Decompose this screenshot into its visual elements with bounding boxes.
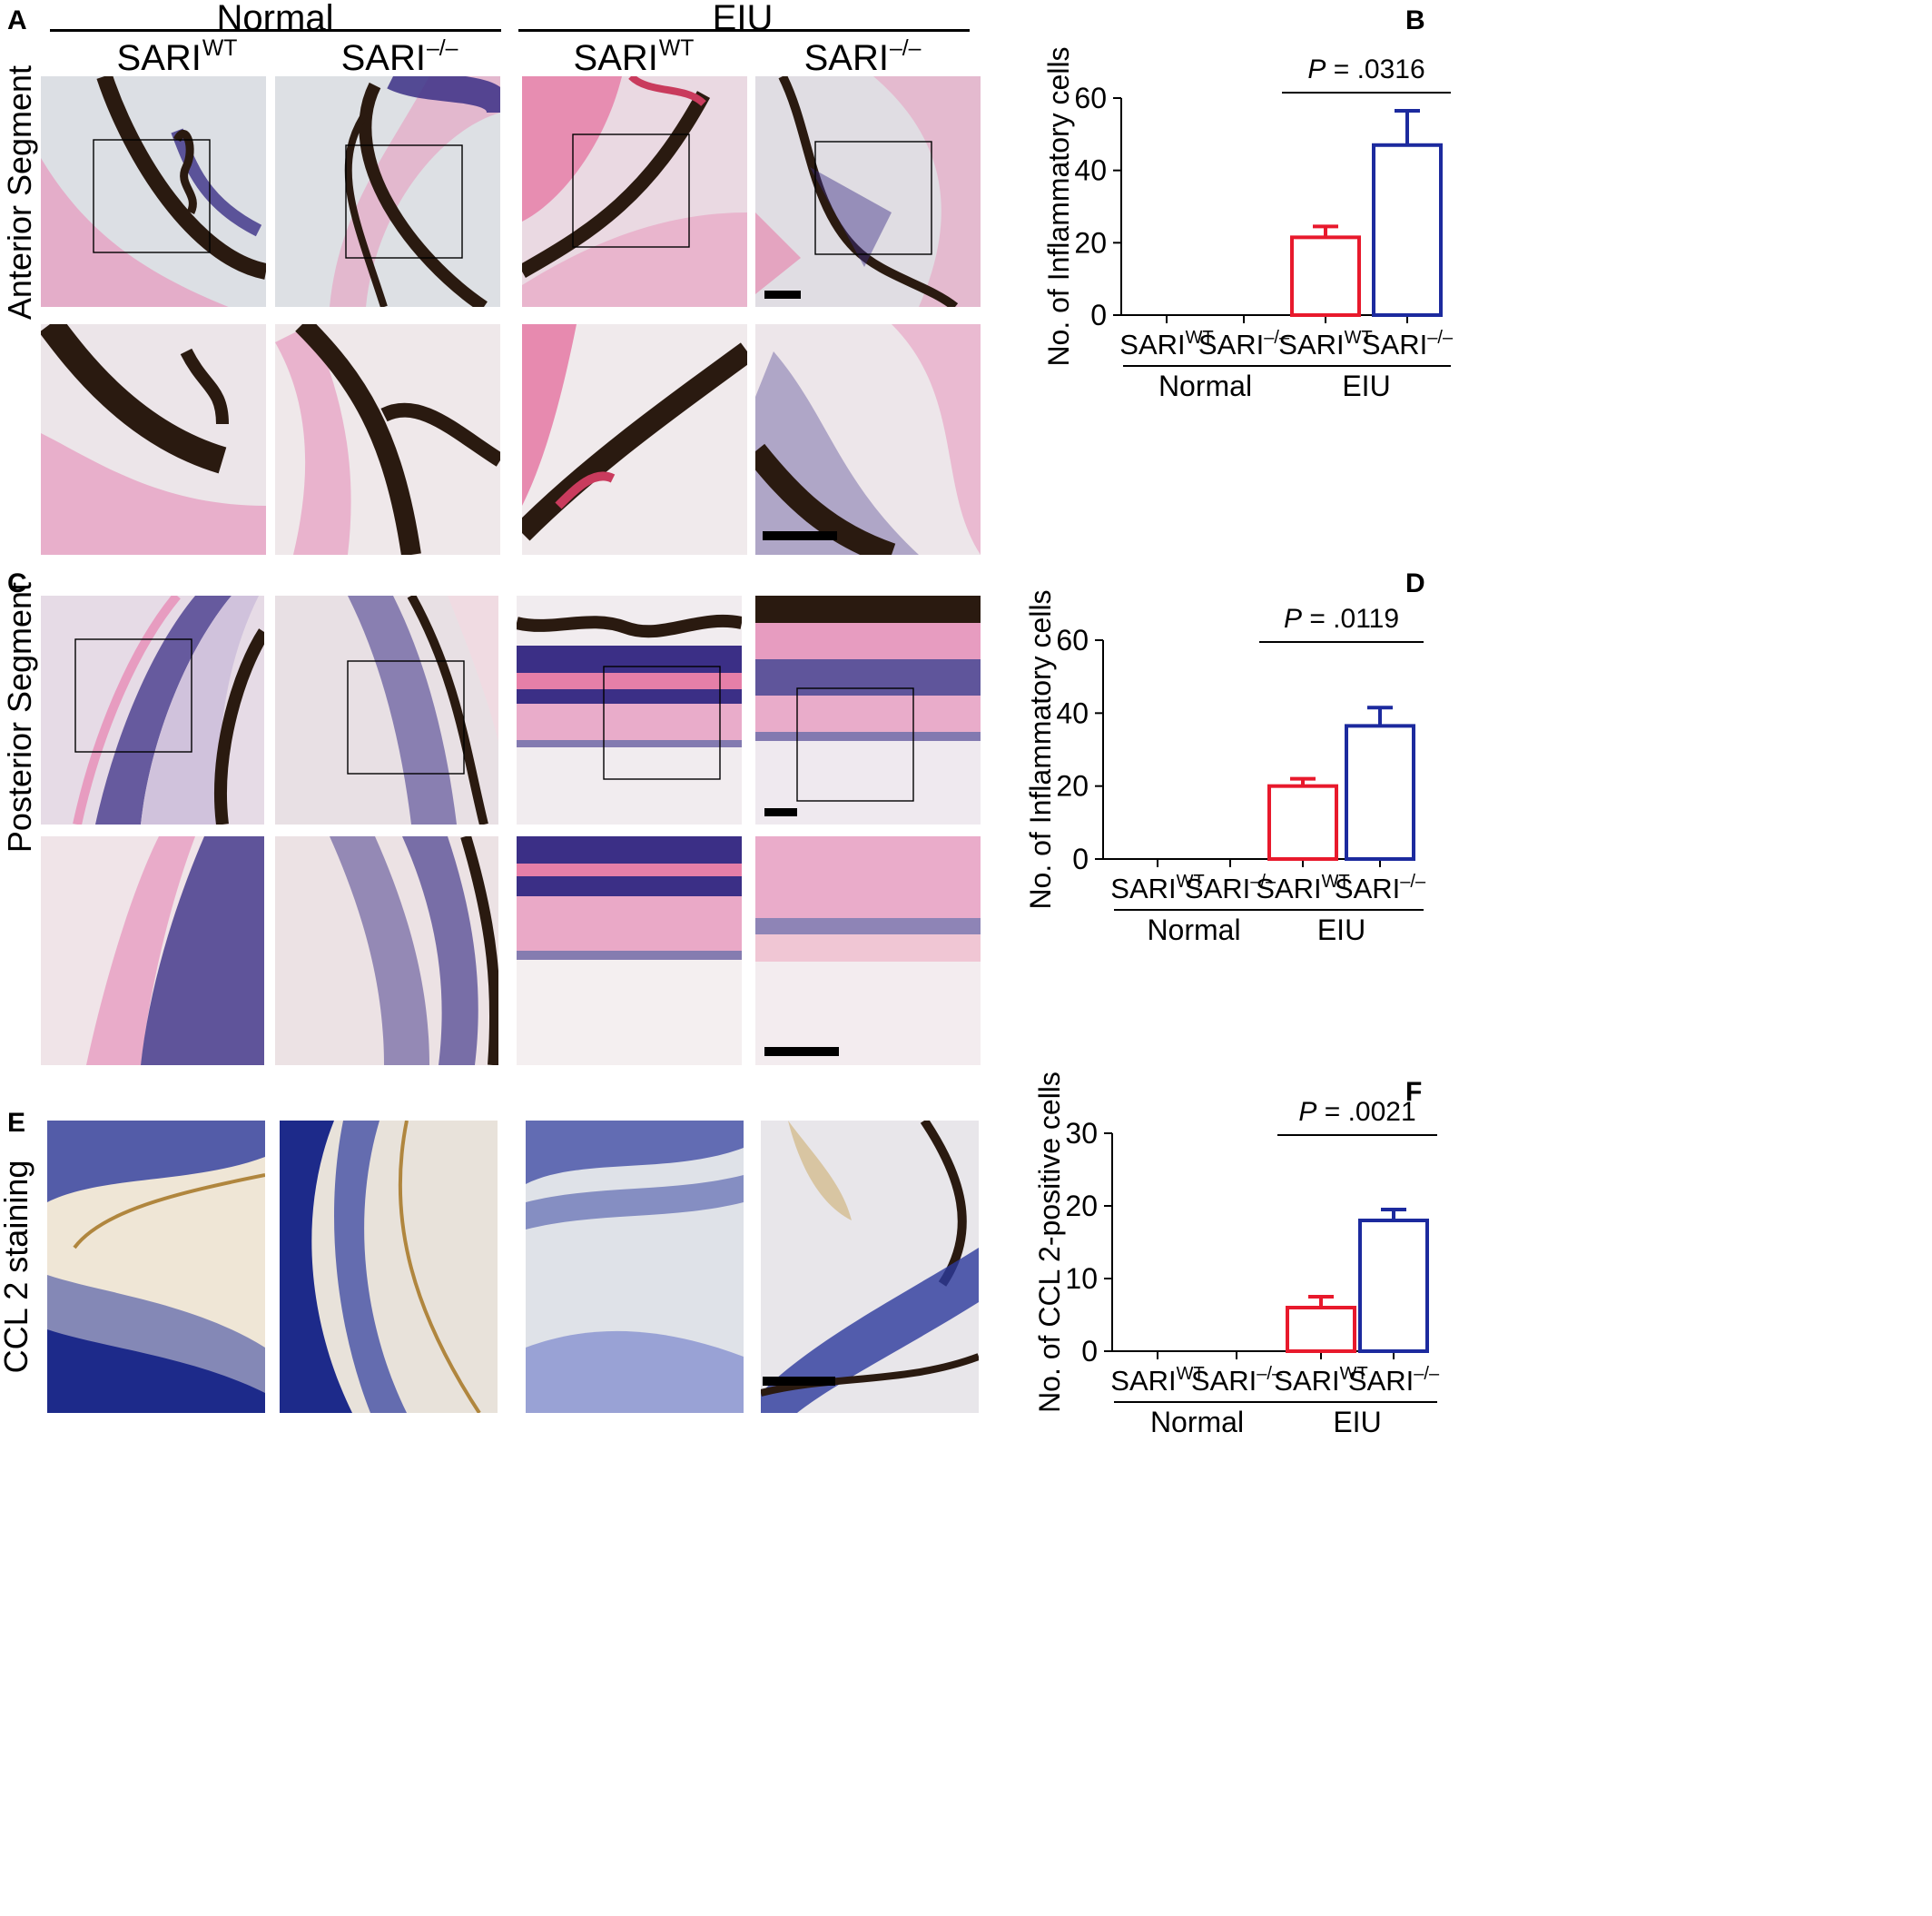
y-tick-label: 60 <box>1074 82 1107 114</box>
micrograph-posterior-eiu-wt <box>517 596 742 825</box>
micrograph-ccl2-normal-wt <box>47 1121 265 1413</box>
y-axis-label: No. of Inflammatory cells <box>1042 46 1075 366</box>
x-tick-label: SARI–/– <box>1198 328 1290 360</box>
panel-letter-f: F <box>1405 1077 1423 1107</box>
genotype-label: SARI–/– <box>803 36 922 79</box>
bar <box>1358 1219 1429 1353</box>
genotype-label: SARIWT <box>573 36 695 79</box>
x-tick-label: SARIWT <box>1110 1364 1204 1397</box>
y-axis-label: No. of Inflammatory cells <box>1024 589 1057 909</box>
panel-letter-b: B <box>1405 5 1425 35</box>
y-tick-label: 20 <box>1074 226 1107 259</box>
panel-letter-d: D <box>1405 568 1425 598</box>
micrograph-posterior-eiu-ko <box>755 596 981 825</box>
chart-d: 0 20 40 60 No. of Inflammatory cells SARIWT SA… <box>1017 589 1907 946</box>
micrograph-anterior-eiu-ko <box>755 76 981 307</box>
micrograph-anterior-normal-wt <box>41 76 266 307</box>
bar <box>1290 235 1361 318</box>
x-tick-label: SARI–/– <box>1185 872 1276 904</box>
chart-f: 0 10 20 30 No. of CCL 2-positive cells SARIWT… <box>1026 1072 1916 1471</box>
micrograph-posterior-normal-ko-zoom <box>275 836 498 1065</box>
group-label: Normal <box>1150 1406 1244 1438</box>
bar <box>1286 1306 1356 1353</box>
y-tick-label: 60 <box>1056 624 1089 657</box>
x-tick-label: SARIWT <box>1256 872 1349 904</box>
y-tick-label: 30 <box>1065 1117 1098 1150</box>
micrograph-posterior-eiu-wt-zoom <box>517 836 742 1065</box>
micrograph-anterior-eiu-wt <box>522 76 747 307</box>
x-tick-label: SARI–/– <box>1335 872 1426 904</box>
header-normal-rule <box>50 29 501 32</box>
x-tick-label: SARI–/– <box>1191 1364 1283 1397</box>
y-tick-label: 10 <box>1065 1262 1098 1295</box>
group-label: EIU <box>1342 370 1390 402</box>
panel-letter-a: A <box>7 5 27 35</box>
panel-letter-e: E <box>7 1108 26 1138</box>
micrograph-posterior-normal-wt <box>41 596 264 825</box>
group-label: EIU <box>1333 1406 1381 1438</box>
y-axis-label: No. of CCL 2-positive cells <box>1033 1072 1066 1413</box>
micrograph-posterior-eiu-ko-zoom <box>755 836 981 1065</box>
p-value-label: P = .0316 <box>1307 54 1424 84</box>
bar <box>1345 724 1415 861</box>
bar <box>1267 784 1338 862</box>
micrograph-posterior-normal-ko <box>275 596 498 825</box>
micrograph-ccl2-eiu-wt <box>526 1121 744 1413</box>
chart-b: 0 20 40 60 No. of Inflammatory cells SARIWT SA… <box>1035 46 1925 402</box>
x-tick-label: SARI–/– <box>1362 328 1454 360</box>
micrograph-anterior-normal-ko <box>275 76 500 307</box>
x-tick-label: SARIWT <box>1274 1364 1367 1397</box>
row-label-ccl2: CCL 2 staining <box>0 1160 34 1374</box>
micrograph-anterior-normal-ko-zoom <box>275 324 500 555</box>
micrograph-ccl2-eiu-ko <box>761 1121 979 1413</box>
micrograph-posterior-normal-wt-zoom <box>41 836 264 1065</box>
row-label-posterior: Posterior Segment <box>1 581 38 854</box>
group-label: Normal <box>1147 914 1240 946</box>
y-tick-label: 0 <box>1072 843 1089 875</box>
x-tick-label: SARIWT <box>1119 328 1213 360</box>
x-tick-label: SARI–/– <box>1348 1364 1440 1397</box>
y-tick-label: 40 <box>1056 696 1089 729</box>
row-label-anterior: Anterior Segment <box>1 64 38 321</box>
micrograph-ccl2-normal-ko <box>280 1121 498 1413</box>
micrograph-anterior-eiu-wt-zoom <box>522 324 747 555</box>
x-tick-label: SARIWT <box>1278 328 1372 360</box>
header-eiu-rule <box>518 29 970 32</box>
p-value-label: P = .0119 <box>1284 604 1399 634</box>
y-tick-label: 0 <box>1081 1335 1098 1368</box>
panel-letter-c: C <box>7 568 27 598</box>
group-label: EIU <box>1317 914 1365 946</box>
group-label: Normal <box>1158 370 1252 402</box>
p-value-label: P = .0021 <box>1298 1097 1415 1127</box>
y-tick-label: 0 <box>1090 299 1107 331</box>
genotype-label: SARIWT <box>116 36 238 79</box>
genotype-label: SARI–/– <box>340 36 458 79</box>
y-tick-label: 40 <box>1074 154 1107 187</box>
y-tick-label: 20 <box>1065 1190 1098 1222</box>
micrograph-anterior-eiu-ko-zoom <box>755 324 981 555</box>
x-tick-label: SARIWT <box>1110 872 1204 904</box>
micrograph-anterior-normal-wt-zoom <box>41 324 266 555</box>
bar <box>1372 143 1443 317</box>
y-tick-label: 20 <box>1056 770 1089 803</box>
